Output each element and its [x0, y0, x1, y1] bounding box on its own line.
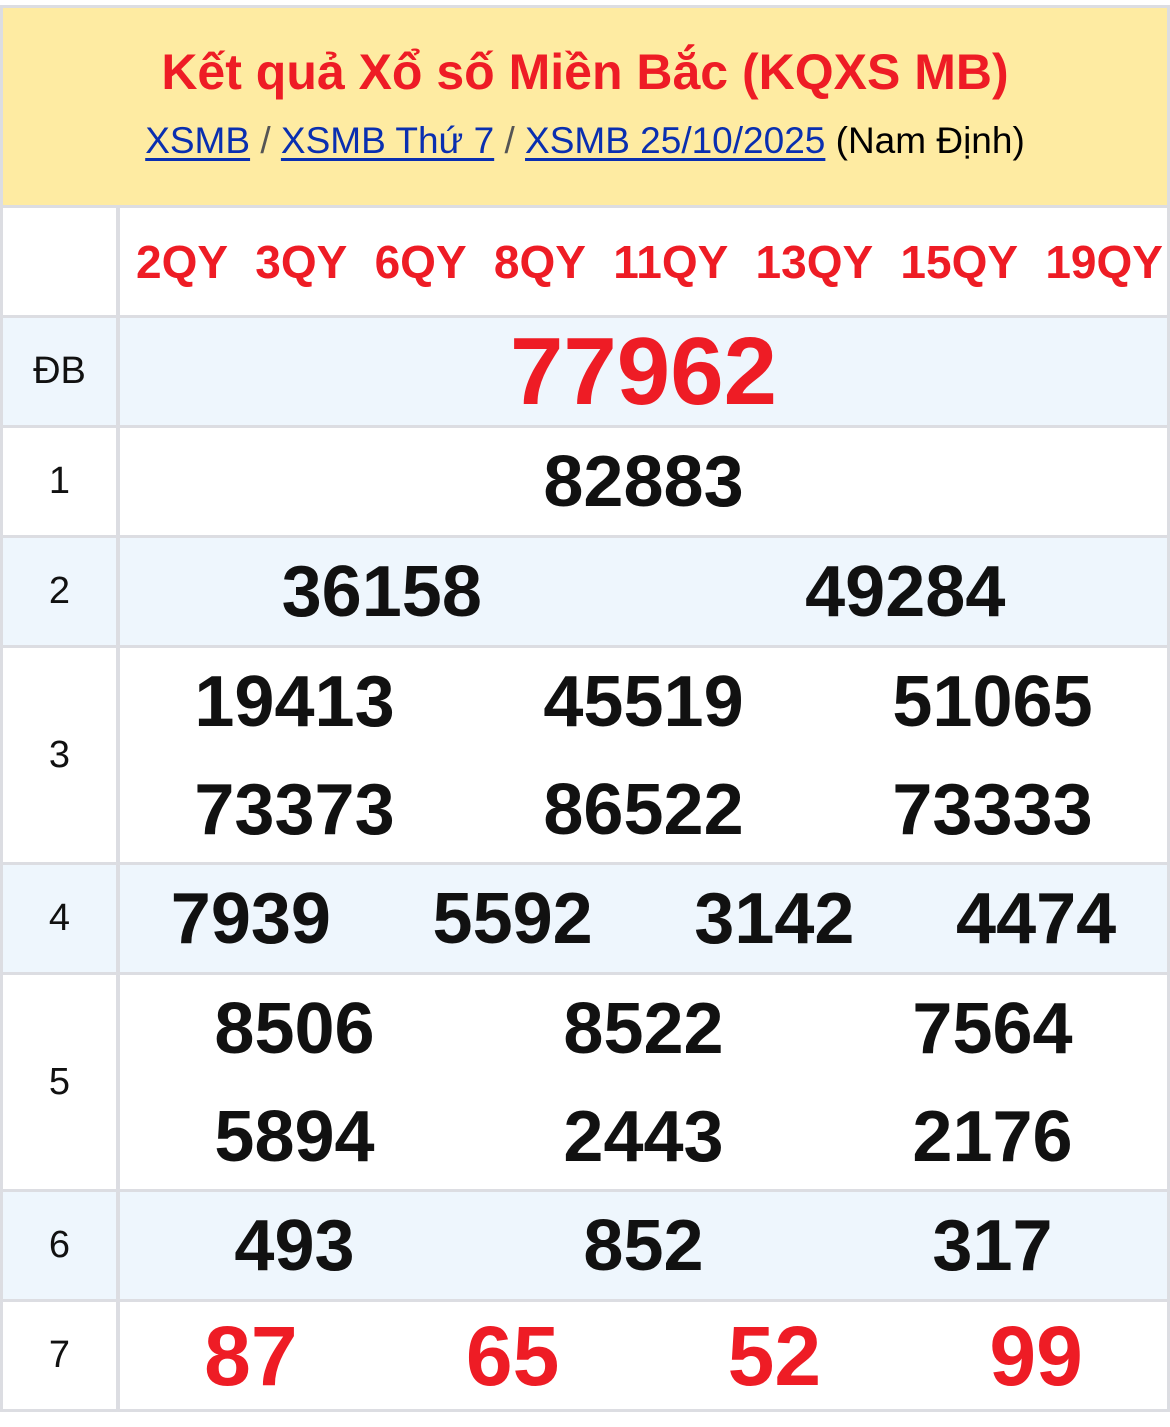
- prize-number: 19413: [194, 662, 395, 742]
- prize-number: 317: [932, 1206, 1053, 1286]
- results-table: Kết quả Xổ số Miền Bắc (KQXS MB) XSMB / …: [0, 5, 1170, 1412]
- breadcrumb-separator: /: [504, 120, 515, 161]
- province-label: (Nam Định): [835, 120, 1025, 161]
- codes-row: 2QY 3QY 6QY 8QY 11QY 13QY 15QY 19QY: [3, 208, 1167, 318]
- prize-row: ĐB 77962: [3, 318, 1167, 428]
- prize-number: 86522: [543, 770, 744, 850]
- series-code: 6QY: [374, 235, 467, 288]
- prize-numbers: 36158 49284: [120, 538, 1167, 645]
- prize-number: 73333: [892, 770, 1093, 850]
- empty-label-cell: [3, 208, 120, 315]
- prize-number: 852: [583, 1206, 704, 1286]
- prize-number: 52: [727, 1309, 822, 1403]
- prize-row: 2 36158 49284: [3, 538, 1167, 648]
- prize-number: 51065: [892, 662, 1093, 742]
- prize-number: 7564: [912, 989, 1073, 1069]
- prize-number: 49284: [805, 552, 1006, 632]
- prize-number: 87: [204, 1309, 298, 1403]
- prize-numbers: 87 65 52 99: [120, 1302, 1167, 1409]
- prize-label: 6: [3, 1192, 120, 1299]
- series-code: 2QY: [136, 235, 229, 288]
- prize-row: 4 7939 5592 3142 4474: [3, 865, 1167, 975]
- results-header: Kết quả Xổ số Miền Bắc (KQXS MB) XSMB / …: [3, 8, 1167, 208]
- prize-number: 8506: [214, 989, 375, 1069]
- prize-number: 5592: [432, 879, 593, 959]
- series-code: 15QY: [900, 235, 1019, 288]
- prize-row: 6 493 852 317: [3, 1192, 1167, 1302]
- prize-label: 3: [3, 648, 120, 862]
- breadcrumb-xsmb[interactable]: XSMB: [145, 120, 251, 161]
- prize-number: 99: [989, 1309, 1083, 1403]
- prize-row: 5 8506 8522 7564 5894 2443 2176: [3, 975, 1167, 1192]
- prize-numbers: 7939 5592 3142 4474: [120, 865, 1167, 972]
- prize-label: ĐB: [3, 318, 120, 425]
- prize-numbers: 8506 8522 7564 5894 2443 2176: [120, 975, 1167, 1189]
- prize-number: 2443: [563, 1097, 724, 1177]
- prize-number: 493: [234, 1206, 355, 1286]
- prize-numbers: 493 852 317: [120, 1192, 1167, 1299]
- prize-numbers: 77962: [120, 318, 1167, 425]
- prize-number: 4474: [956, 879, 1117, 959]
- prize-label: 5: [3, 975, 120, 1189]
- prize-number: 73373: [194, 770, 395, 850]
- prize-numbers: 19413 45519 51065 73373 86522 73333: [120, 648, 1167, 862]
- series-code: 3QY: [255, 235, 348, 288]
- prize-label: 7: [3, 1302, 120, 1409]
- prize-row: 3 19413 45519 51065 73373 86522 73333: [3, 648, 1167, 865]
- prize-label: 2: [3, 538, 120, 645]
- prize-number: 7939: [170, 879, 331, 959]
- series-code: 11QY: [613, 235, 729, 288]
- prize-label: 1: [3, 428, 120, 535]
- breadcrumb-separator: /: [260, 120, 271, 161]
- prize-number: 36158: [281, 552, 482, 632]
- prize-label: 4: [3, 865, 120, 972]
- prize-number: 65: [465, 1309, 560, 1403]
- prize-number: 5894: [214, 1097, 375, 1177]
- series-code: 8QY: [493, 235, 586, 288]
- prize-row: 1 82883: [3, 428, 1167, 538]
- prize-number: 45519: [543, 662, 744, 742]
- breadcrumb-xsmb-thu-7[interactable]: XSMB Thứ 7: [280, 120, 495, 161]
- prize-number: 8522: [563, 989, 724, 1069]
- series-code: 19QY: [1045, 235, 1163, 288]
- prize-number: 3142: [694, 879, 855, 959]
- prize-number: 82883: [543, 442, 744, 522]
- breadcrumb-xsmb-date[interactable]: XSMB 25/10/2025: [525, 120, 826, 161]
- prize-numbers: 82883: [120, 428, 1167, 535]
- breadcrumb: XSMB / XSMB Thứ 7 / XSMB 25/10/2025 (Nam…: [3, 120, 1167, 162]
- series-code: 13QY: [755, 235, 874, 288]
- prize-number: 2176: [912, 1097, 1073, 1177]
- page-title: Kết quả Xổ số Miền Bắc (KQXS MB): [161, 44, 1009, 100]
- prize-row: 7 87 65 52 99: [3, 1302, 1167, 1412]
- prize-number: 77962: [510, 318, 777, 425]
